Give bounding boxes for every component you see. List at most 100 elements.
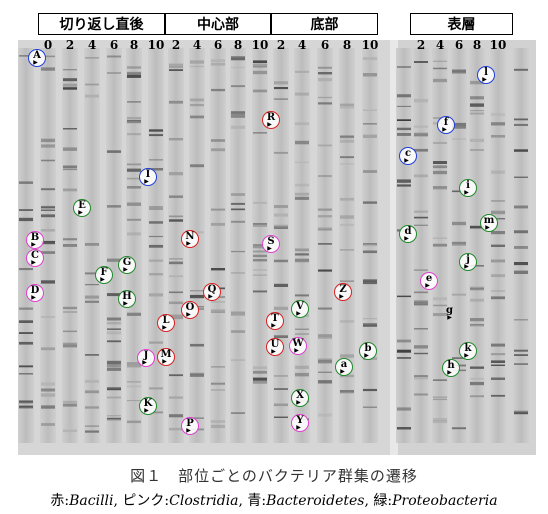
gel-band xyxy=(41,251,55,254)
gel-band xyxy=(274,224,288,228)
gel-lane xyxy=(413,48,429,443)
legend-prefix-green: , 緑: xyxy=(364,493,393,509)
figure-caption-legend: 赤:Bacilli, ピンク:Clostridia, 青:Bacteroidet… xyxy=(0,490,548,510)
gel-band xyxy=(63,400,77,405)
gel-band xyxy=(514,68,528,71)
gel-lane xyxy=(230,48,246,443)
band-label: g ▶ xyxy=(446,305,453,321)
gel-band xyxy=(318,337,332,339)
gel-band xyxy=(41,382,55,386)
gel-band xyxy=(190,373,204,377)
gel-band xyxy=(414,300,428,304)
gel-band xyxy=(19,365,33,368)
gel-band xyxy=(274,375,288,377)
gel-band xyxy=(19,332,33,334)
gel-band xyxy=(253,132,267,134)
legend-red: Bacilli xyxy=(69,493,114,509)
gel-band xyxy=(470,80,484,85)
gel-band xyxy=(452,221,466,226)
gel-band xyxy=(470,149,484,151)
gel-band xyxy=(363,57,377,61)
lane-label: 4 xyxy=(87,38,97,52)
gel-band xyxy=(85,430,99,433)
gel-band xyxy=(41,388,55,392)
gel-band xyxy=(491,113,505,116)
gel-band xyxy=(295,258,309,263)
gel-band xyxy=(363,250,377,254)
band-marker: L ▶ xyxy=(157,314,175,332)
gel-band xyxy=(397,349,411,353)
gel-band xyxy=(452,125,466,129)
gel-band xyxy=(253,66,267,68)
gel-band xyxy=(169,215,183,218)
gel-band xyxy=(397,357,411,359)
group-header-bottom: 底部 xyxy=(271,13,378,35)
gel-band xyxy=(318,228,332,231)
gel-band xyxy=(433,165,447,169)
gel-band xyxy=(169,258,183,260)
gel-band xyxy=(433,418,447,422)
gel-lane xyxy=(126,48,142,443)
band-marker: V ▶ xyxy=(291,300,309,318)
gel-band xyxy=(41,144,55,148)
gel-band xyxy=(211,366,225,368)
gel-band xyxy=(63,330,77,333)
gel-band xyxy=(340,354,354,358)
band-marker: D ▶ xyxy=(26,284,44,302)
gel-band xyxy=(63,147,77,151)
gel-band xyxy=(211,208,225,211)
gel-band xyxy=(514,149,528,152)
gel-band xyxy=(127,232,141,236)
gel-band xyxy=(107,293,121,297)
gel-band xyxy=(85,83,99,86)
gel-band xyxy=(514,319,528,321)
gel-lane xyxy=(168,48,184,443)
gel-band xyxy=(231,56,245,60)
gel-band xyxy=(253,63,267,67)
band-marker: E ▶ xyxy=(73,199,91,217)
gel-band xyxy=(414,375,428,377)
gel-band xyxy=(295,372,309,377)
gel-band xyxy=(295,248,309,252)
gel-band xyxy=(19,209,33,211)
band-marker: S ▶ xyxy=(262,235,280,253)
gel-band xyxy=(231,220,245,223)
gel-band xyxy=(127,177,141,180)
gel-band xyxy=(211,389,225,391)
gel-band xyxy=(211,59,225,62)
gel-band xyxy=(397,119,411,121)
gel-band xyxy=(127,101,141,103)
gel-band xyxy=(41,347,55,351)
gel-band xyxy=(491,200,505,202)
gel-band xyxy=(127,420,141,424)
gel-band xyxy=(414,224,428,226)
gel-band xyxy=(433,297,447,301)
band-marker: H ▶ xyxy=(118,290,136,308)
gel-band xyxy=(127,364,141,368)
gel-band xyxy=(127,400,141,402)
gel-band xyxy=(363,123,377,125)
gel-band xyxy=(491,135,505,138)
gel-band xyxy=(63,78,77,82)
gel-lane xyxy=(210,48,226,443)
gel-band xyxy=(211,311,225,313)
band-marker: h ▶ xyxy=(442,359,460,377)
gel-band xyxy=(433,313,447,317)
legend-prefix-pink: , ピンク: xyxy=(113,493,170,509)
gel-band xyxy=(107,360,121,365)
gel-band xyxy=(63,342,77,346)
gel-band xyxy=(19,268,33,271)
gel-band xyxy=(149,168,163,171)
gel-band xyxy=(231,412,245,414)
gel-band xyxy=(127,163,141,166)
gel-band xyxy=(470,265,484,267)
band-marker: c ▶ xyxy=(399,147,417,165)
gel-band xyxy=(274,81,288,85)
gel-band xyxy=(169,301,183,305)
gel-band xyxy=(190,343,204,347)
gel-band xyxy=(253,377,267,381)
legend-prefix-blue: , 青: xyxy=(238,493,267,509)
gel-band xyxy=(85,390,99,394)
gel-band xyxy=(274,259,288,263)
gel-band xyxy=(127,168,141,172)
